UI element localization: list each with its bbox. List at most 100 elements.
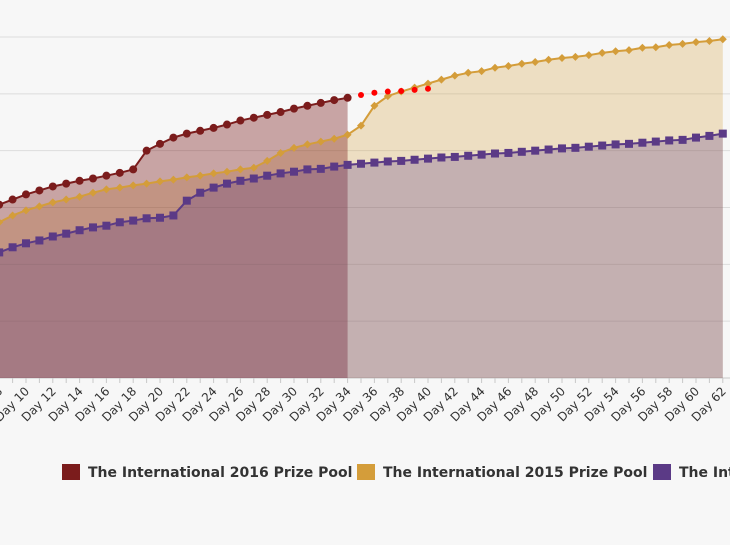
data-point bbox=[303, 165, 312, 174]
data-point bbox=[611, 140, 620, 149]
data-point bbox=[75, 226, 84, 235]
data-point bbox=[410, 155, 419, 164]
data-point bbox=[397, 156, 406, 165]
projection-point bbox=[411, 86, 418, 93]
data-point bbox=[0, 219, 4, 226]
legend-swatch bbox=[62, 464, 80, 480]
data-point bbox=[62, 229, 71, 238]
data-point bbox=[182, 129, 191, 138]
data-point bbox=[692, 38, 700, 47]
data-point bbox=[491, 149, 499, 158]
data-point bbox=[35, 202, 44, 211]
data-point bbox=[236, 116, 245, 125]
data-point bbox=[303, 101, 312, 110]
data-point bbox=[544, 145, 553, 154]
data-point bbox=[115, 218, 124, 227]
data-point bbox=[142, 179, 151, 188]
data-point bbox=[196, 171, 205, 180]
data-point bbox=[424, 154, 432, 163]
data-point bbox=[0, 200, 4, 209]
data-point bbox=[223, 120, 231, 129]
projection-point bbox=[358, 91, 364, 98]
data-point bbox=[450, 152, 459, 161]
data-point bbox=[357, 159, 365, 168]
data-point bbox=[598, 141, 607, 150]
data-point bbox=[316, 137, 325, 146]
data-point bbox=[102, 185, 111, 194]
data-point bbox=[169, 175, 178, 184]
data-point bbox=[263, 156, 272, 165]
data-point bbox=[290, 167, 298, 176]
data-point bbox=[571, 52, 580, 61]
data-point bbox=[236, 176, 245, 185]
data-point bbox=[290, 104, 298, 113]
data-point bbox=[142, 214, 151, 223]
data-point bbox=[89, 223, 97, 232]
data-point bbox=[357, 121, 365, 130]
data-point bbox=[504, 148, 513, 157]
data-point bbox=[156, 139, 164, 148]
data-point bbox=[678, 135, 687, 144]
data-point bbox=[316, 98, 325, 107]
data-point bbox=[263, 171, 272, 180]
data-point bbox=[129, 216, 138, 225]
data-point bbox=[209, 183, 218, 192]
data-point bbox=[89, 174, 97, 183]
data-point bbox=[169, 211, 178, 220]
data-point bbox=[343, 93, 352, 102]
legend-label: The International 2016 Prize Pool bbox=[88, 465, 352, 481]
data-point bbox=[182, 196, 191, 205]
data-point bbox=[8, 243, 17, 252]
series-area bbox=[0, 39, 723, 378]
data-point bbox=[249, 163, 258, 172]
data-point bbox=[584, 51, 593, 60]
data-point bbox=[0, 248, 4, 257]
data-point bbox=[223, 167, 231, 176]
data-point bbox=[156, 213, 164, 222]
data-point bbox=[129, 165, 138, 174]
data-point bbox=[531, 146, 540, 155]
data-point bbox=[424, 79, 432, 88]
data-point bbox=[223, 179, 231, 188]
data-point bbox=[330, 162, 339, 171]
legend-label: The Int bbox=[679, 465, 730, 481]
series-area bbox=[0, 97, 348, 378]
data-point bbox=[517, 147, 526, 156]
data-point bbox=[115, 168, 124, 177]
data-point bbox=[8, 195, 17, 204]
data-point bbox=[48, 232, 57, 241]
data-point bbox=[370, 158, 379, 167]
data-point bbox=[692, 133, 700, 142]
data-point bbox=[491, 63, 499, 72]
data-point bbox=[209, 169, 218, 178]
data-point bbox=[705, 36, 714, 45]
data-point bbox=[169, 133, 178, 142]
data-point bbox=[276, 108, 285, 117]
data-point bbox=[276, 148, 285, 157]
data-point bbox=[383, 92, 392, 101]
data-point bbox=[665, 136, 674, 145]
legend-swatch bbox=[653, 464, 671, 480]
data-point bbox=[48, 182, 57, 191]
data-point bbox=[370, 101, 379, 110]
data-point bbox=[115, 183, 124, 192]
series-area bbox=[0, 133, 723, 378]
data-point bbox=[504, 61, 513, 70]
data-point bbox=[22, 239, 30, 248]
data-point bbox=[330, 96, 339, 105]
data-point bbox=[464, 68, 473, 77]
data-point bbox=[477, 67, 486, 76]
data-point bbox=[611, 47, 620, 56]
data-point bbox=[598, 48, 607, 57]
data-point bbox=[343, 130, 352, 139]
data-point bbox=[129, 181, 138, 190]
data-point bbox=[531, 58, 540, 67]
data-point bbox=[22, 206, 30, 215]
data-point bbox=[62, 179, 71, 188]
data-point bbox=[196, 126, 205, 135]
data-point bbox=[544, 55, 553, 64]
data-point bbox=[625, 139, 633, 148]
data-point bbox=[651, 137, 660, 146]
data-point bbox=[651, 43, 660, 52]
